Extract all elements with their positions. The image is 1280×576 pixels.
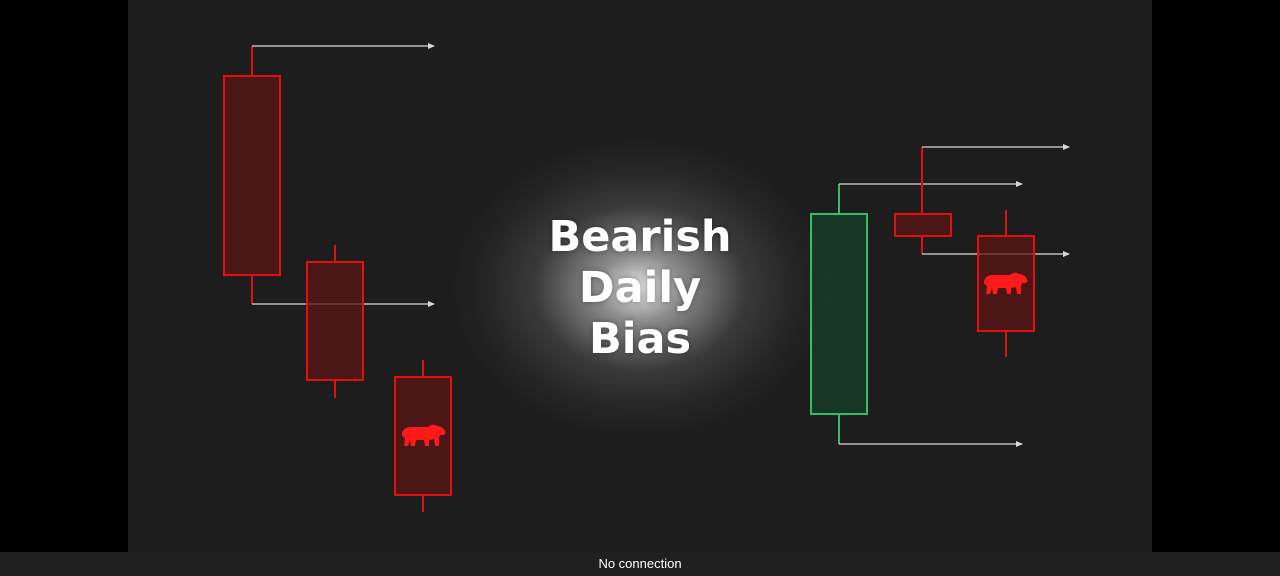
title-line-3: Bias	[588, 314, 692, 364]
title-line-1: Bearish	[548, 212, 732, 262]
video-thumbnail[interactable]: Bearish Daily Bias	[128, 0, 1152, 552]
connection-status-bar: No connection	[0, 552, 1280, 576]
thumbnail-title: Bearish Daily Bias	[540, 212, 740, 365]
candle-right-small	[894, 147, 952, 254]
candlestick-illustration	[223, 43, 1070, 512]
video-viewport[interactable]: Bearish Daily Bias	[0, 0, 1280, 552]
candle-left-2	[306, 245, 364, 398]
candle-left-1	[223, 46, 281, 304]
connection-status-text: No connection	[598, 556, 682, 571]
title-line-2: Daily	[578, 263, 702, 313]
candle-right-bullish	[810, 184, 868, 444]
